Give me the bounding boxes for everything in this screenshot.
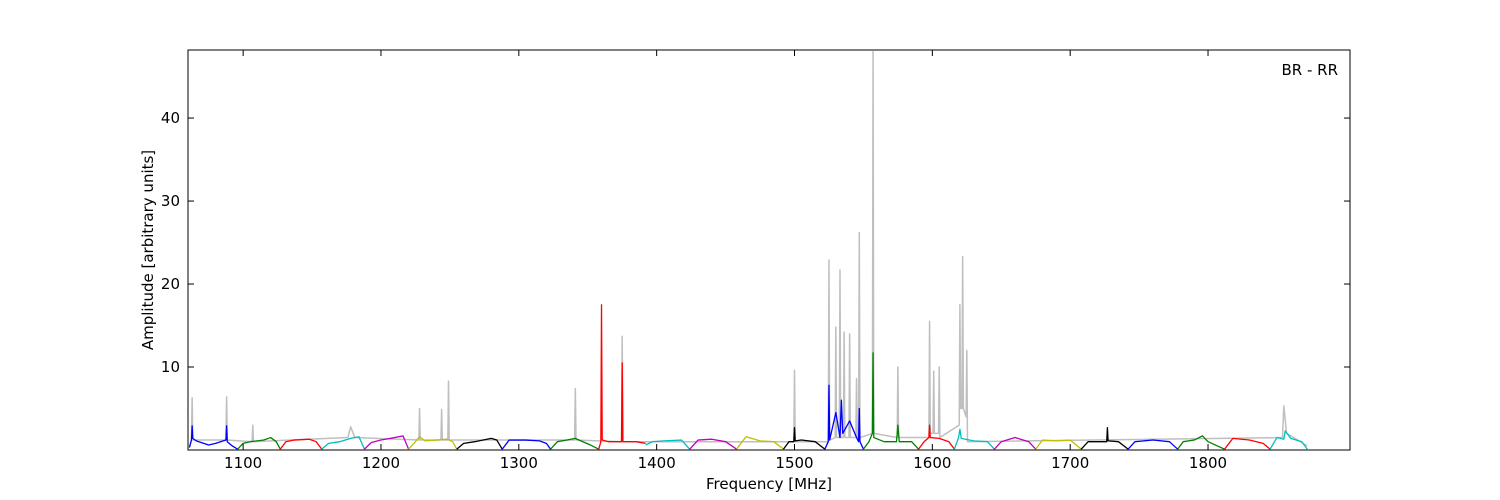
x-tick-label: 1700 xyxy=(1051,454,1089,472)
y-tick-label: 20 xyxy=(161,275,180,293)
x-tick-label: 1400 xyxy=(638,454,676,472)
x-tick-label: 1100 xyxy=(224,454,262,472)
subband-line xyxy=(918,424,955,450)
subband-line xyxy=(1224,437,1271,450)
subband-line xyxy=(1269,430,1308,450)
x-tick-label: 1300 xyxy=(500,454,538,472)
subband-line xyxy=(1177,435,1225,450)
subband-line xyxy=(645,439,691,450)
plot-area xyxy=(188,50,1308,450)
subband-line xyxy=(862,352,920,450)
x-axis-label: Frequency [MHz] xyxy=(706,475,832,493)
subband-line xyxy=(736,436,784,450)
axes-frame xyxy=(187,49,1351,451)
x-tick-label: 1500 xyxy=(775,454,813,472)
subband-line xyxy=(1035,439,1082,450)
subband-line xyxy=(824,384,865,450)
y-axis-label: Amplitude [arbitrary units] xyxy=(139,150,157,350)
background-spectrum xyxy=(188,50,1308,448)
y-tick-label: 30 xyxy=(161,192,180,210)
subband-line xyxy=(782,426,826,450)
subband-line xyxy=(501,439,552,450)
subband-line xyxy=(321,436,366,450)
subband-line xyxy=(689,438,737,450)
y-tick-label: 10 xyxy=(161,358,180,376)
subband-line xyxy=(188,425,238,450)
x-tick-label: 1800 xyxy=(1189,454,1227,472)
y-tick-label: 40 xyxy=(161,109,180,127)
annotation: BR - RR xyxy=(1281,61,1338,79)
subband-line xyxy=(237,436,281,450)
x-tick-label: 1200 xyxy=(362,454,400,472)
subband-line xyxy=(408,436,458,450)
subband-line xyxy=(279,438,323,450)
subband-line xyxy=(1080,426,1129,450)
subband-line xyxy=(456,437,503,450)
x-tick-label: 1600 xyxy=(913,454,951,472)
subband-line xyxy=(953,428,995,450)
subband-line xyxy=(993,436,1037,450)
subband-line xyxy=(550,437,600,450)
subband-line xyxy=(1127,439,1179,450)
subband-line xyxy=(598,304,646,450)
subband-line xyxy=(363,435,410,450)
